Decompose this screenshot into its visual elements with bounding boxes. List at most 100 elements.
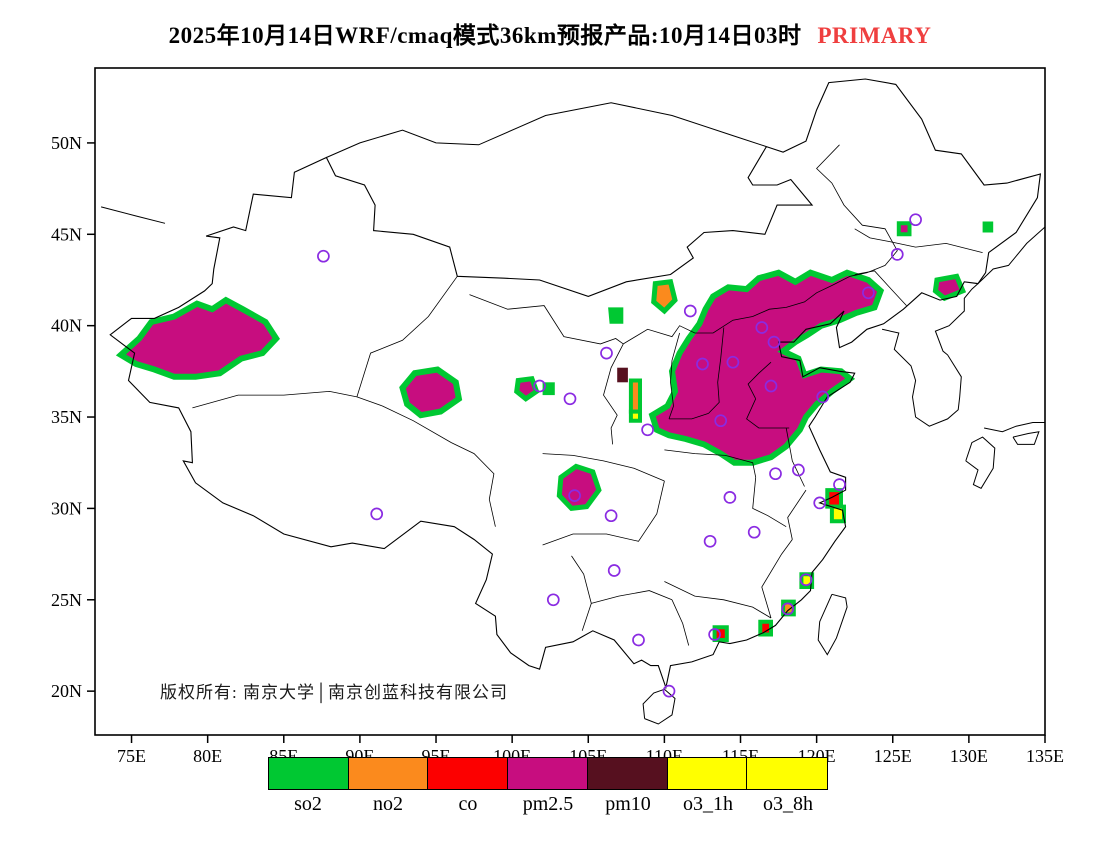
legend-swatch-o3_8h xyxy=(747,758,828,789)
city-marker xyxy=(816,390,830,404)
province-boundary xyxy=(192,390,357,409)
city-marker xyxy=(799,573,813,587)
legend-label-o3_1h: o3_1h xyxy=(683,793,733,815)
province-boundary xyxy=(356,276,458,398)
city-marker xyxy=(723,491,737,504)
coastline xyxy=(100,206,166,224)
coastline xyxy=(326,102,767,158)
province-boundary xyxy=(571,555,592,631)
coastline xyxy=(817,593,848,656)
city-marker xyxy=(604,509,618,523)
city-marker xyxy=(747,525,761,539)
pollutant-region-pm2.5 xyxy=(115,296,280,380)
province-boundary xyxy=(668,332,680,420)
y-axis-tick-label: 30N xyxy=(51,498,82,518)
province-boundary xyxy=(542,480,665,546)
province-boundary xyxy=(854,270,907,306)
x-axis-tick-label: 135E xyxy=(1026,746,1064,766)
legend-swatch-co xyxy=(428,758,509,789)
city-marker xyxy=(813,496,827,510)
province-boundary xyxy=(761,539,793,619)
city-marker xyxy=(563,392,577,406)
pollutant-region-pm2.5 xyxy=(514,375,540,402)
pollutant-region-o3_1h xyxy=(628,409,642,423)
province-boundary xyxy=(746,398,790,429)
pollutant-region-pm2.5 xyxy=(932,273,967,302)
city-marker xyxy=(792,463,805,477)
y-axis-tick-label: 50N xyxy=(51,133,82,153)
coastline xyxy=(984,422,1045,433)
legend-swatch-pm10 xyxy=(587,758,668,789)
x-axis-tick-label: 75E xyxy=(117,746,146,766)
legend-labels: so2 no2 co pm2.5 pm10 o3_1h o3_8h xyxy=(268,793,828,816)
city-marker xyxy=(600,346,613,360)
province-boundary xyxy=(469,144,898,345)
legend-swatch-no2 xyxy=(348,758,429,789)
legend-label-pm10: pm10 xyxy=(605,793,651,815)
pollutant-region-co xyxy=(758,619,773,637)
city-marker xyxy=(317,249,330,263)
city-marker xyxy=(909,213,922,227)
x-axis-tick-label: 80E xyxy=(193,746,222,766)
city-marker xyxy=(607,564,621,577)
province-boundary xyxy=(664,581,772,619)
province-boundary xyxy=(356,396,496,527)
city-marker xyxy=(714,414,728,428)
city-marker xyxy=(862,286,875,300)
province-boundary xyxy=(669,413,709,420)
province-boundary xyxy=(664,449,757,478)
city-marker xyxy=(696,357,709,371)
pollutant-region-no2 xyxy=(651,279,678,315)
city-marker xyxy=(370,507,384,521)
pollutant-region-pm2.5 xyxy=(556,463,602,512)
city-marker xyxy=(546,593,560,607)
coastline xyxy=(1012,431,1040,445)
legend-label-so2: so2 xyxy=(294,793,322,815)
city-marker xyxy=(533,379,546,393)
pollutant-region-pm2.5 xyxy=(896,221,912,237)
pollutant-region-pm2.5 xyxy=(648,269,885,466)
pollutant-region-layer xyxy=(115,221,994,642)
coastline xyxy=(642,688,676,725)
coastline-layer xyxy=(100,78,1046,725)
y-axis-tick-label: 25N xyxy=(51,590,82,610)
legend-label-pm2.5: pm2.5 xyxy=(522,793,574,815)
coastline xyxy=(881,283,979,427)
city-marker-layer xyxy=(317,213,922,698)
y-axis-tick-label: 40N xyxy=(51,316,82,336)
province-boundary xyxy=(785,427,805,487)
x-axis-tick-label: 130E xyxy=(950,746,988,766)
city-marker xyxy=(833,478,846,491)
province-boundary-layer xyxy=(192,144,983,646)
y-axis-tick-label: 45N xyxy=(51,224,82,244)
legend-label-no2: no2 xyxy=(373,793,403,815)
city-marker xyxy=(683,304,697,318)
city-marker xyxy=(641,423,654,437)
province-boundary xyxy=(542,453,665,482)
city-marker xyxy=(632,633,645,647)
pollutant-region-pm10 xyxy=(617,367,628,383)
y-axis-tick-label: 35N xyxy=(51,407,82,427)
city-marker xyxy=(781,602,795,616)
axis-tick-layer: 75E 80E 85E 90E 95E 100E 105E 110E 115E 120E 125E 1… xyxy=(51,133,1064,766)
y-axis-tick-label: 20N xyxy=(51,681,82,701)
legend-colorbar xyxy=(268,757,828,790)
city-marker xyxy=(568,489,581,502)
pollutant-region-so2 xyxy=(608,307,624,324)
city-marker xyxy=(890,248,904,261)
city-marker xyxy=(764,379,778,393)
china-outline xyxy=(109,78,1042,690)
province-boundary xyxy=(708,327,725,414)
province-boundary xyxy=(603,343,624,445)
city-marker xyxy=(767,335,781,349)
legend-label-o3_8h: o3_8h xyxy=(763,793,813,815)
province-boundary xyxy=(747,361,772,399)
page-title: 2025年10月14日WRF/cmaq模式36km预报产品:10月14日03时 P… xyxy=(0,16,1100,50)
province-boundary xyxy=(591,590,673,604)
title-text: 2025年10月14日WRF/cmaq模式36km预报产品:10月14日03时 xyxy=(168,23,802,48)
city-marker xyxy=(703,534,717,548)
legend-swatch-pm2.5 xyxy=(508,758,588,789)
city-marker xyxy=(769,467,782,481)
